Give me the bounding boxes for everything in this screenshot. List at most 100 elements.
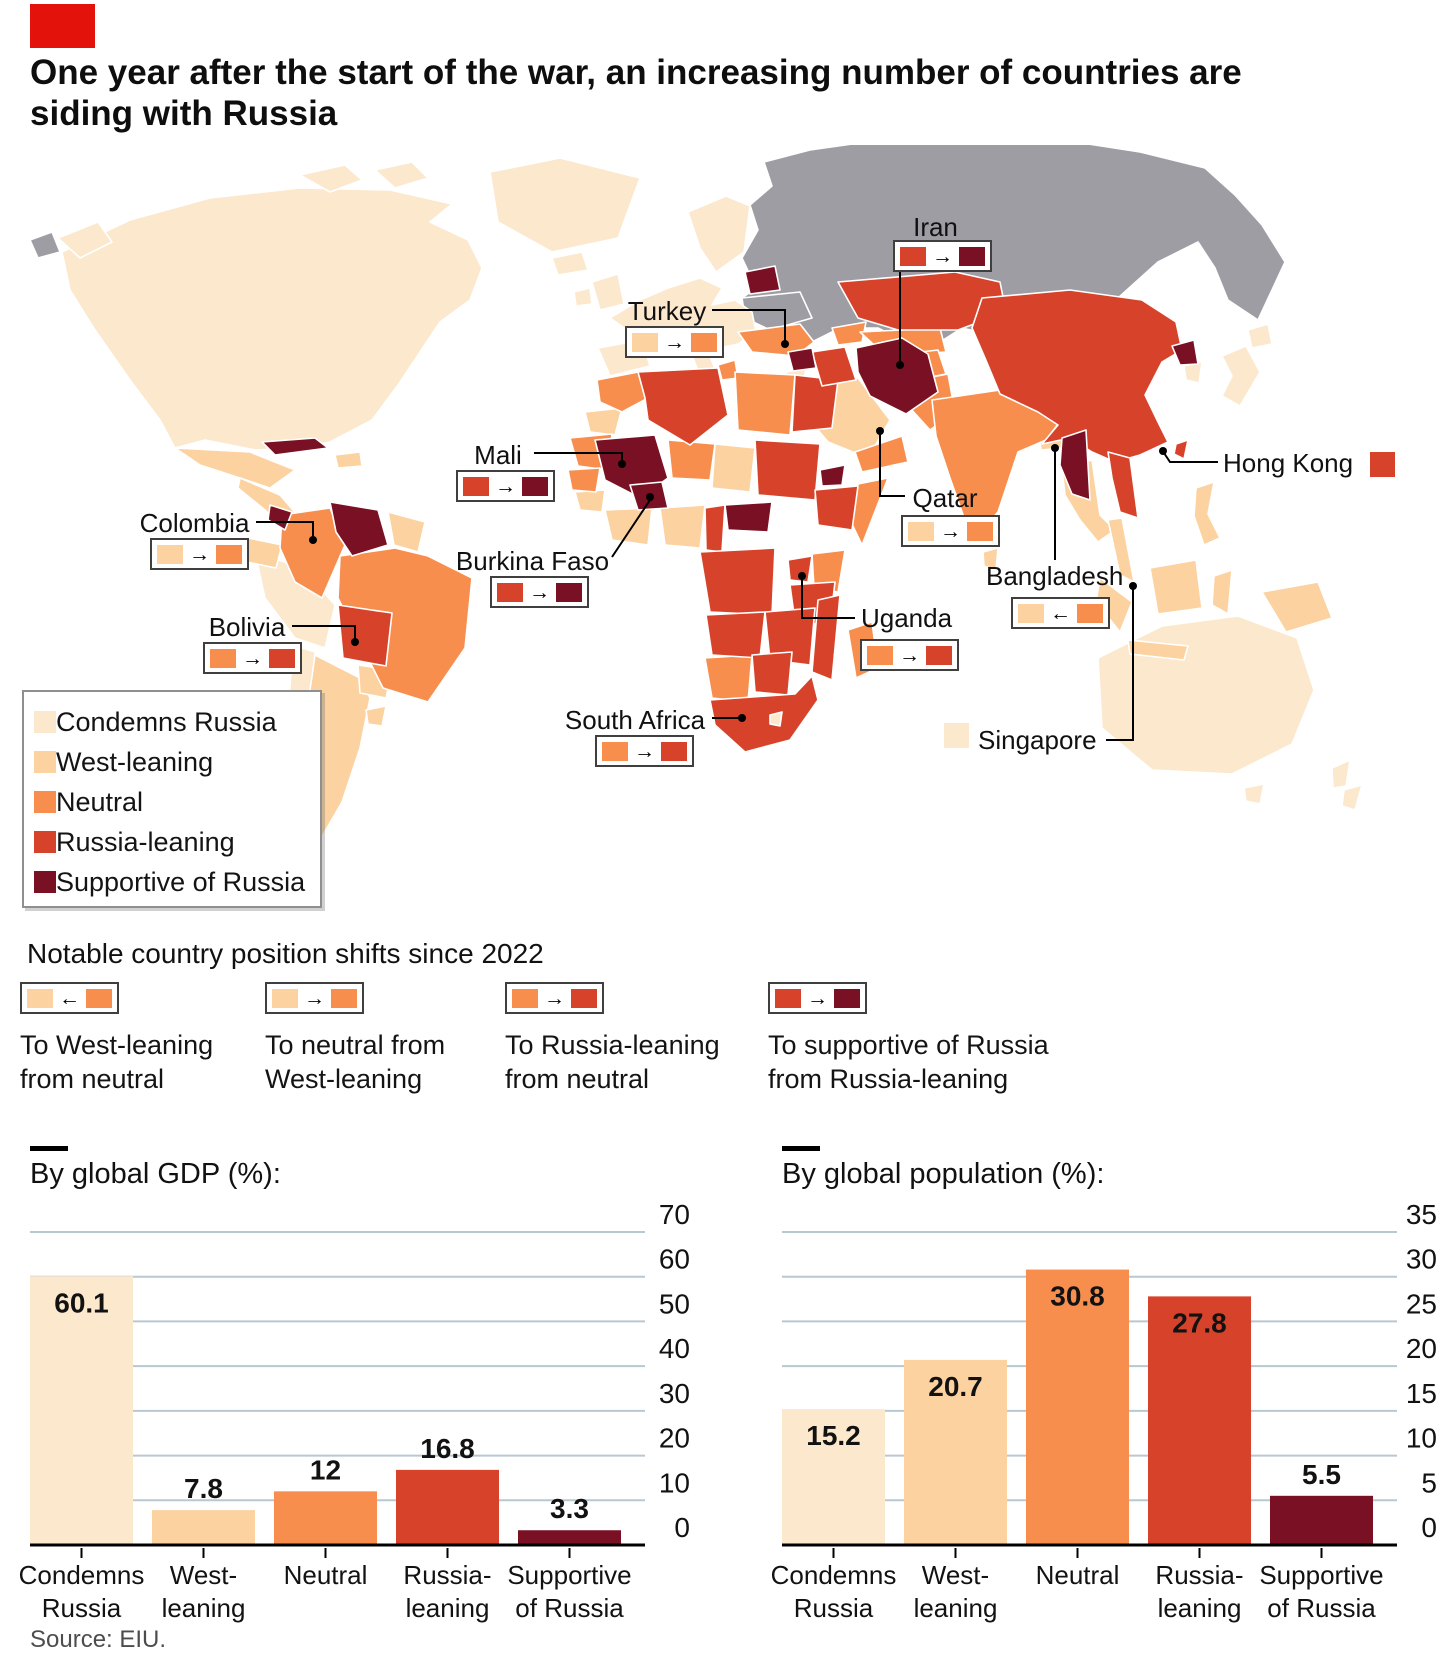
britain: [591, 273, 625, 311]
shift-legend-chip: →: [768, 982, 867, 1014]
x-category-label: West-: [922, 1560, 989, 1590]
guyanas: [387, 511, 426, 553]
swatch-west: [27, 988, 53, 1008]
legend-label: Supportive of Russia: [56, 866, 306, 897]
callout-leader-lines: [256, 268, 1218, 741]
y-tick-label: 60: [659, 1244, 690, 1275]
legend-label: West-leaning: [56, 746, 214, 777]
tasmania: [1243, 783, 1265, 805]
mozambique: [811, 594, 841, 681]
uganda-country: [787, 555, 813, 583]
bangladesh-dot: [1051, 444, 1059, 452]
callout-label-singapore: Singapore: [978, 725, 1097, 755]
legend-item-russia: Russia-leaning: [34, 822, 320, 862]
bar-value-label: 5.5: [1302, 1459, 1341, 1490]
legend-item-condemns: Condemns Russia: [34, 702, 320, 742]
swatch-neutral: [210, 648, 236, 668]
shift-arrow-icon: →: [304, 986, 325, 1010]
y-tick-label: 35: [1406, 1199, 1437, 1230]
sri-lanka: [982, 547, 999, 571]
callout-chip-bolivia: →: [203, 642, 302, 674]
shift-legend-item-1: → To neutral from West-leaning: [265, 982, 445, 1096]
colombia-leader: [256, 521, 314, 538]
x-category-label: Russia: [42, 1593, 122, 1623]
shifts-heading: Notable country position shifts since 20…: [27, 938, 544, 969]
swatch-russia: [269, 648, 295, 668]
senegal-region: [567, 467, 601, 493]
shift-arrow-icon: →: [664, 330, 685, 354]
new-guinea: [1261, 581, 1333, 633]
swatch-supportive: [34, 871, 56, 893]
legend-item-supportive: Supportive of Russia: [34, 862, 320, 902]
swatch-russia: [661, 741, 687, 761]
bar-russia: [1148, 1296, 1251, 1545]
swatch-russia: [926, 645, 952, 665]
sumatra: [1095, 577, 1133, 633]
bar-value-label: 15.2: [806, 1420, 861, 1451]
syria: [787, 347, 817, 372]
colombia-dot: [309, 536, 317, 544]
legend-label: Russia-leaning: [56, 826, 235, 857]
algeria: [637, 367, 729, 446]
ghana-ivory-coast: [604, 507, 653, 546]
y-tick-label: 30: [659, 1378, 690, 1409]
callout-chip-south-africa: →: [595, 735, 694, 767]
bar-value-label: 60.1: [54, 1287, 109, 1318]
map-legend: Condemns Russia West-leaning Neutral Russia…: [22, 690, 322, 908]
swatch-neutral: [867, 645, 893, 665]
y-tick-label: 0: [1421, 1512, 1437, 1543]
y-tick-label: 30: [1406, 1244, 1437, 1275]
uruguay: [365, 705, 387, 727]
source-note: Source: EIU.: [30, 1626, 167, 1653]
callout-label-iran: Iran: [913, 212, 958, 242]
libya: [734, 371, 796, 436]
y-tick-label: 25: [1406, 1288, 1437, 1319]
swatch-neutral: [512, 988, 538, 1008]
nicaragua: [267, 504, 293, 531]
swatch-neutral: [34, 791, 56, 813]
bar-west: [904, 1359, 1007, 1545]
swatch-russia: [463, 476, 489, 496]
japan-north: [1247, 323, 1273, 349]
callout-label-qatar: Qatar: [912, 483, 978, 513]
singapore-leader: [1106, 588, 1134, 741]
shift-legend-item-2: → To Russia-leaning from neutral: [505, 982, 720, 1096]
swatch-supportive: [959, 246, 985, 266]
swatch-neutral: [1077, 603, 1103, 623]
guinea-region: [574, 489, 606, 513]
swatch-supportive: [556, 582, 582, 602]
colombia-country: [279, 507, 346, 599]
shift-arrow-icon: →: [932, 244, 953, 268]
shift-arrow-icon: →: [189, 542, 210, 566]
botswana: [751, 651, 793, 696]
legend-rows: Condemns Russia West-leaning Neutral Russia…: [34, 702, 320, 902]
callout-label-colombia: Colombia: [139, 508, 250, 538]
shift-legend-chip: →: [265, 982, 364, 1014]
shift-arrow-icon: →: [242, 646, 263, 670]
new-zealand-north: [1331, 759, 1351, 789]
swatch-west: [272, 988, 298, 1008]
bar-supportive: [518, 1530, 621, 1545]
gdp-chart-title: By global GDP (%):: [30, 1158, 281, 1190]
x-category-label: leaning: [1158, 1593, 1242, 1623]
scandinavia: [687, 195, 751, 273]
uganda-leader: [801, 579, 855, 619]
drc: [699, 547, 776, 616]
swatch-russia: [900, 246, 926, 266]
central-african-republic: [724, 501, 773, 533]
swatch-neutral: [602, 741, 628, 761]
vietnam-laos: [1107, 451, 1139, 519]
swatch-russia: [497, 582, 523, 602]
sulawesi: [1211, 569, 1233, 615]
callout-label-bangladesh: Bangladesh: [986, 561, 1124, 591]
callout-chip-burkina-faso: →: [490, 576, 589, 608]
chad: [711, 443, 756, 493]
singapore-swatch: [944, 723, 969, 748]
shift-legend-label: To supportive of Russia from Russia-leani…: [768, 1030, 1049, 1094]
borneo: [1149, 559, 1203, 615]
swatch-neutral: [967, 521, 993, 541]
x-category-label: Condemns: [19, 1560, 145, 1590]
legend-label: Condemns Russia: [56, 706, 277, 737]
hispaniola: [334, 451, 363, 469]
shift-legend-label: To West-leaning from neutral: [20, 1030, 214, 1094]
